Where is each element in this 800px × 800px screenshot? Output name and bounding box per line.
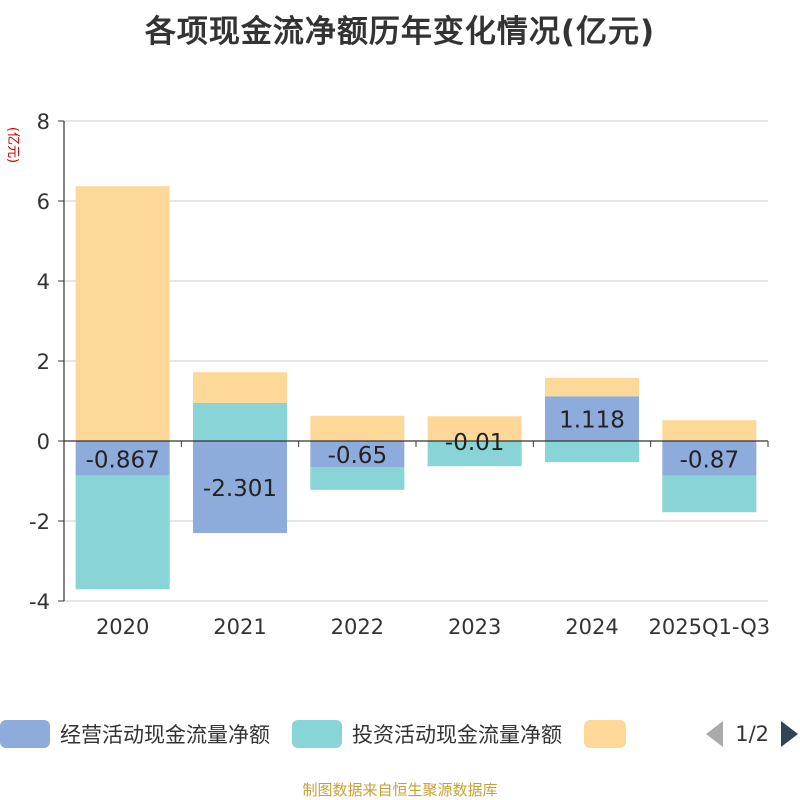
- y-tick-label-0: 8: [37, 110, 50, 134]
- bar-series1-2023[interactable]: [427, 441, 522, 467]
- legend-swatch-third-series: [584, 720, 626, 748]
- y-tick-label-3: 2: [37, 350, 50, 374]
- data-label-2024: 1.118: [559, 408, 625, 434]
- data-label-2023: -0.01: [445, 430, 505, 456]
- bars: [75, 186, 757, 590]
- legend: 经营活动现金流量净额 投资活动现金流量净额 1/2: [0, 716, 800, 752]
- chart-plot: 8 6 4 2 0 -2 -4 2020 2021 2022 2023 2024 2025Q1-Q3 -…: [5, 110, 770, 639]
- x-tick-label-0: 2020: [96, 615, 149, 639]
- legend-label-investing: 投资活动现金流量净额: [352, 723, 562, 747]
- bar-series1-2020[interactable]: [75, 475, 170, 590]
- legend-swatch-operating: [0, 720, 50, 748]
- x-tick-label-5: 2025Q1-Q3: [649, 615, 771, 639]
- bar-series1-2021[interactable]: [193, 403, 287, 441]
- bar-series0-2025Q1-Q3[interactable]: [662, 441, 757, 476]
- bar-series0-2021[interactable]: [193, 441, 287, 534]
- bar-series2-2022[interactable]: [310, 415, 405, 441]
- legend-item-investing[interactable]: 投资活动现金流量净额: [292, 719, 562, 749]
- data-label-2025Q1-Q3: -0.87: [680, 447, 740, 473]
- bar-series2-2021[interactable]: [193, 372, 287, 403]
- x-tick-label-3: 2023: [448, 615, 501, 639]
- bar-series2-2025Q1-Q3[interactable]: [662, 420, 757, 441]
- x-tick-label-1: 2021: [213, 615, 266, 639]
- pager-prev-icon[interactable]: [706, 721, 724, 747]
- y-tick-label-5: -2: [29, 510, 50, 534]
- bar-series1-2022[interactable]: [310, 467, 405, 490]
- y-tick-label-2: 4: [37, 270, 50, 294]
- legend-swatch-investing: [292, 720, 342, 748]
- bar-series1-2025Q1-Q3[interactable]: [662, 475, 757, 513]
- bar-series2-2024[interactable]: [545, 377, 639, 397]
- chart-title: 各项现金流净额历年变化情况(亿元): [144, 14, 656, 50]
- y-tick-label-4: 0: [37, 430, 50, 454]
- data-label-2021: -2.301: [203, 476, 277, 502]
- grid-lines: [64, 120, 768, 602]
- legend-item-third-series[interactable]: [584, 720, 636, 748]
- data-label-2022: -0.65: [328, 443, 388, 469]
- bar-series0-2020[interactable]: [75, 441, 170, 476]
- x-tick-label-2: 2022: [331, 615, 384, 639]
- bar-series0-2024[interactable]: [545, 396, 639, 441]
- data-labels: -0.867 -2.301 -0.65 -0.01 1.118 -0.87: [86, 408, 740, 502]
- y-axis-unit-label: (亿元): [5, 127, 20, 163]
- bar-series2-2020[interactable]: [75, 186, 170, 441]
- bar-series2-2023[interactable]: [427, 416, 522, 441]
- pager-page-indicator: 1/2: [735, 722, 769, 746]
- axes: 8 6 4 2 0 -2 -4 2020 2021 2022 2023 2024 2025Q1-Q3: [29, 110, 770, 639]
- y-tick-label-6: -4: [29, 590, 50, 614]
- y-tick-label-1: 6: [37, 190, 50, 214]
- pager-next-icon[interactable]: [781, 721, 798, 747]
- source-note: 制图数据来自恒生聚源数据库: [302, 781, 498, 799]
- data-label-2020: -0.867: [86, 447, 160, 473]
- legend-pager: 1/2: [706, 721, 798, 747]
- legend-label-operating: 经营活动现金流量净额: [60, 723, 270, 747]
- bar-series0-2022[interactable]: [310, 441, 405, 467]
- bar-series1-2024[interactable]: [545, 441, 639, 463]
- x-tick-label-4: 2024: [565, 615, 618, 639]
- legend-item-operating[interactable]: 经营活动现金流量净额: [0, 719, 270, 749]
